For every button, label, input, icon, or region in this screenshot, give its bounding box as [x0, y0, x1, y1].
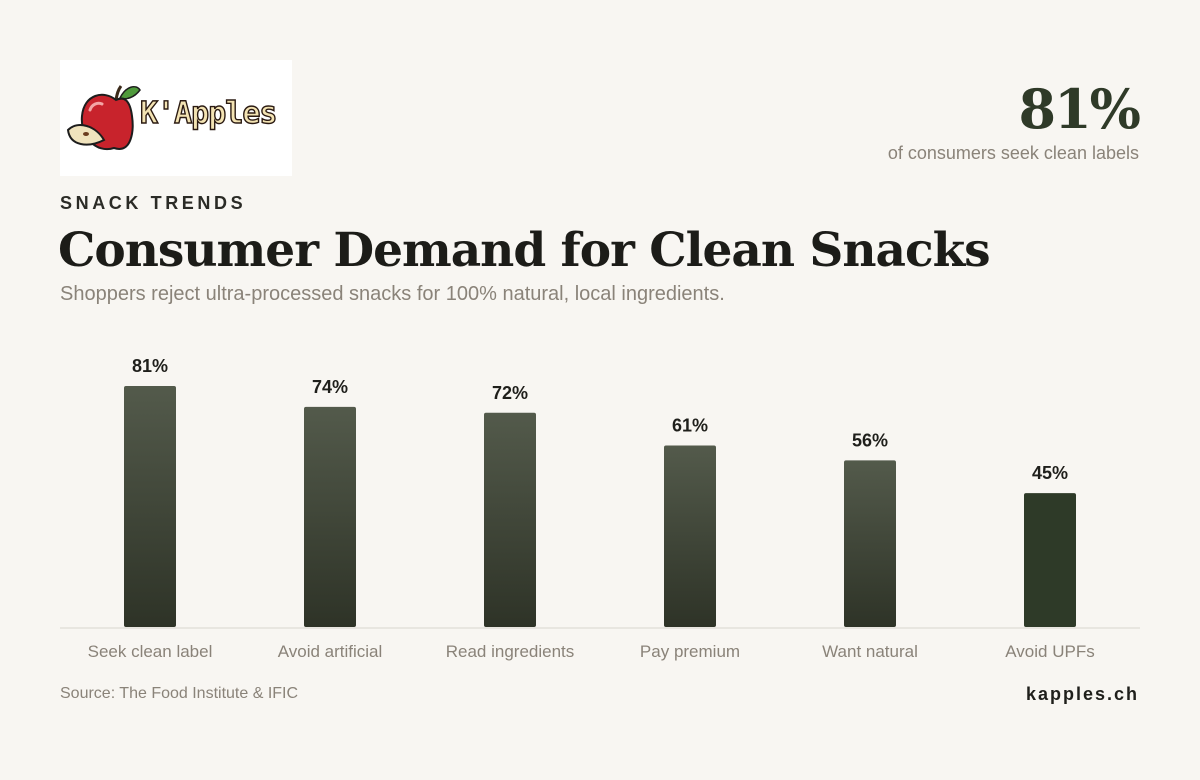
bar-pay-premium	[664, 445, 716, 627]
highlight-value: 81%	[1018, 77, 1141, 141]
logo-wordmark: K'Apples	[139, 95, 278, 131]
bar-value-label: 81%	[132, 356, 168, 376]
bar-seek-clean-label	[124, 386, 176, 627]
bar-avoid-artificial	[304, 406, 356, 627]
category-tick-label: Pay premium	[640, 642, 740, 661]
source-note: Source: The Food Institute & IFIC	[60, 685, 299, 702]
category-tick-label: Want natural	[822, 642, 918, 661]
apple-logo-icon	[66, 85, 141, 151]
bar-avoid-upfs	[1024, 493, 1076, 627]
category-tick-label: Avoid UPFs	[1005, 642, 1094, 661]
brand-logo: K'Apples	[60, 60, 292, 176]
bar-value-label: 45%	[1032, 463, 1068, 483]
category-tick-label: Avoid artificial	[278, 642, 383, 661]
highlight-caption: of consumers seek clean labels	[887, 143, 1139, 163]
bar-value-label: 74%	[312, 377, 348, 397]
bar-value-label: 72%	[492, 383, 528, 403]
bar-want-natural	[844, 460, 896, 627]
category-tick-label: Read ingredients	[446, 642, 575, 661]
eyebrow-label: SNACK TRENDS	[60, 193, 247, 213]
highlight-stat: 81% of consumers seek clean labels	[887, 77, 1141, 164]
bar-read-ingredients	[484, 412, 536, 627]
bar-value-label: 61%	[672, 416, 708, 436]
bar-value-label: 56%	[852, 430, 888, 450]
category-tick-label: Seek clean label	[88, 642, 213, 661]
site-link[interactable]: kapples.ch	[1025, 684, 1139, 704]
page-subtitle: Shoppers reject ultra-processed snacks f…	[60, 283, 725, 305]
page-title: Consumer Demand for Clean Snacks	[58, 223, 991, 278]
